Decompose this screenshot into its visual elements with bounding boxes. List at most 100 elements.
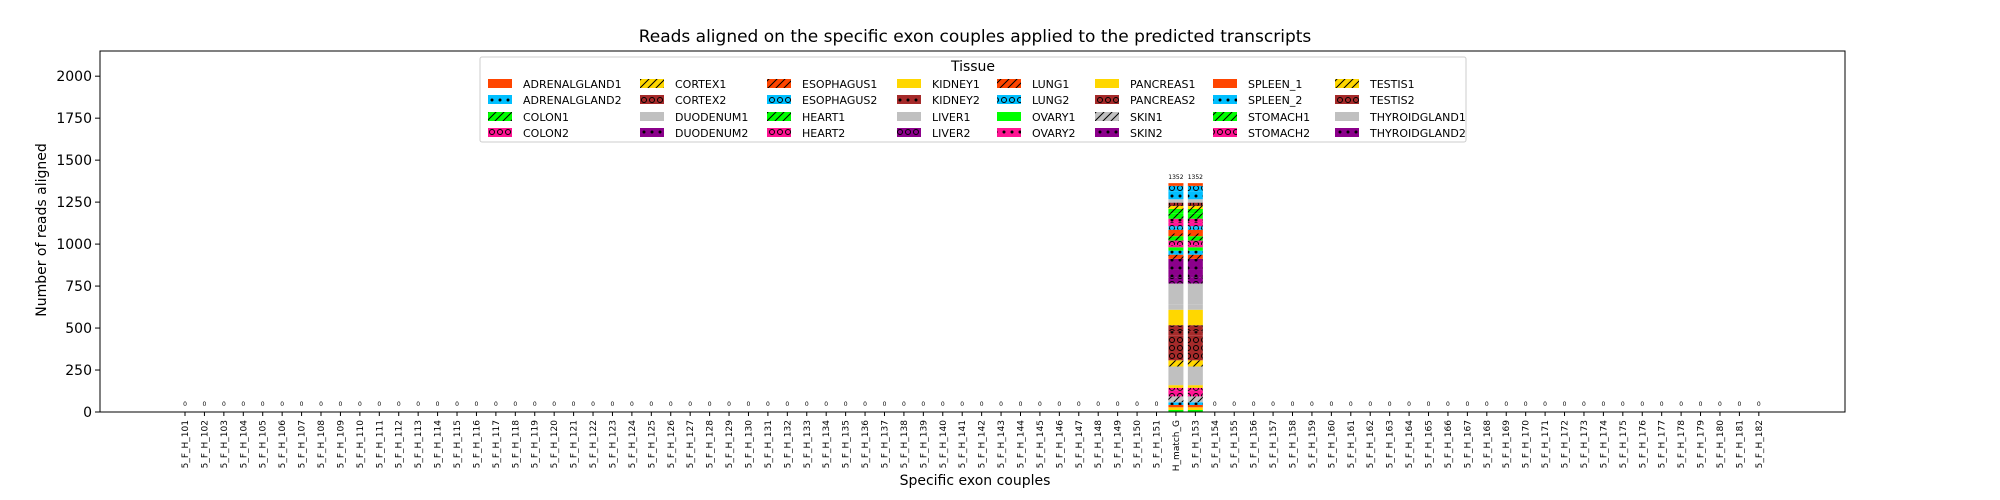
bar-segment [1187, 213, 1203, 219]
bar-value-label: 0 [494, 401, 498, 408]
bar-value-label: 0 [1388, 401, 1392, 408]
bar-segment [1168, 396, 1184, 403]
bar-value-label: 0 [1699, 401, 1703, 408]
bar-value-label: 0 [1563, 401, 1567, 408]
x-tick-label: 5_F_H_157 [1269, 420, 1279, 468]
bar-segment [1168, 213, 1184, 219]
bar-value-label: 0 [902, 401, 906, 408]
chart-title: Reads aligned on the specific exon coupl… [639, 27, 1312, 47]
x-tick-label: 5_F_H_124 [628, 420, 638, 469]
x-tick-label: 5_F_H_133 [803, 420, 813, 468]
legend-label: OVARY2 [1032, 127, 1075, 140]
x-tick-label: 5_F_H_121 [570, 420, 580, 468]
x-tick-label: 5_F_H_110 [356, 420, 366, 469]
bar-segment [1168, 269, 1184, 275]
x-tick-label: 5_F_H_145 [1036, 420, 1046, 468]
legend-swatch [1095, 95, 1119, 104]
bar-value-label: 0 [1077, 401, 1081, 408]
legend-swatch [897, 79, 921, 88]
bar-value-label: 0 [611, 401, 615, 408]
bar-value-label: 0 [572, 401, 576, 408]
legend-label: STOMACH2 [1248, 127, 1310, 140]
x-tick-label: 5_F_H_174 [1599, 420, 1609, 469]
x-tick-label: 5_F_H_164 [1405, 420, 1415, 469]
bar-segment [1168, 277, 1184, 284]
bar-segment [1187, 407, 1203, 410]
bar-segment [1187, 250, 1203, 255]
bar-segment [1168, 202, 1184, 206]
legend-label: TESTIS1 [1369, 78, 1415, 91]
x-tick-label: 5_F_H_150 [1133, 420, 1143, 469]
bar-segment [1168, 409, 1184, 412]
bar-segment [1168, 283, 1184, 305]
bar-value-label: 0 [552, 401, 556, 408]
x-tick-label: 5_F_H_140 [939, 420, 949, 469]
bar-segment [1168, 274, 1184, 278]
legend-label: DUODENUM1 [675, 111, 748, 124]
bar-value-label: 0 [766, 401, 770, 408]
legend-label: LIVER2 [932, 127, 971, 140]
bar-value-label: 0 [824, 401, 828, 408]
x-tick-label: 5_F_H_143 [997, 420, 1007, 468]
x-tick-label: 5_F_H_130 [744, 420, 754, 469]
x-tick-label: 5_F_H_167 [1463, 420, 1473, 468]
bar-segment [1168, 309, 1184, 326]
bar-segment [1168, 360, 1184, 367]
x-tick-label: 5_F_H_139 [919, 420, 929, 469]
legend-label: SKIN1 [1130, 111, 1163, 124]
bar-segment [1187, 396, 1203, 403]
bar-value-label: 0 [1232, 401, 1236, 408]
legend-swatch [1335, 112, 1359, 121]
x-tick-label: 5_F_H_131 [764, 420, 774, 468]
bar-segment [1187, 229, 1203, 234]
bar-segment [1187, 283, 1203, 305]
x-tick-label: 5_F_H_108 [317, 420, 327, 469]
x-tick-label: 5_F_H_165 [1425, 420, 1435, 468]
x-tick-label: 5_F_H_159 [1308, 420, 1318, 469]
x-tick-label: 5_F_H_177 [1658, 420, 1668, 468]
bar-value-label: 0 [416, 401, 420, 408]
x-tick-label: 5_F_H_147 [1075, 420, 1085, 468]
x-tick-label: 5_F_H_135 [842, 420, 852, 468]
bar-segment [1168, 183, 1184, 186]
legend-swatch [1095, 79, 1119, 88]
x-tick-label: 5_F_H_144 [1016, 420, 1026, 469]
x-tick-label: 5_F_H_118 [511, 420, 521, 469]
x-tick-label: 5_F_H_171 [1541, 420, 1551, 468]
bar-segment [1168, 407, 1184, 410]
bar-value-label: 0 [280, 401, 284, 408]
x-tick-label: 5_F_H_103 [220, 420, 230, 468]
legend-swatch [767, 79, 791, 88]
legend-swatch [997, 112, 1021, 121]
x-tick-label: 5_F_H_105 [259, 420, 269, 468]
legend-swatch [488, 112, 512, 121]
bar-segment [1187, 360, 1203, 367]
legend-swatch [488, 95, 512, 104]
bar-value-label: 0 [241, 401, 245, 408]
legend-swatch [640, 128, 664, 137]
bar-value-label: 0 [1543, 401, 1547, 408]
x-tick-label: 5_F_H_169 [1502, 420, 1512, 469]
y-tick-label: 750 [65, 279, 92, 295]
x-tick-label: 5_F_H_141 [958, 420, 968, 468]
y-tick-label: 250 [65, 363, 92, 379]
x-tick-label: 5_F_H_162 [1366, 420, 1376, 468]
bar-value-label: 0 [1349, 401, 1353, 408]
bar-value-label: 0 [785, 401, 789, 408]
legend-label: STOMACH1 [1248, 111, 1310, 124]
bar-segment [1187, 236, 1203, 241]
legend-label: ADRENALGLAND2 [523, 94, 622, 107]
x-tick-label: 5_F_H_101 [181, 420, 191, 468]
x-tick-label: 5_F_H_111 [375, 420, 385, 468]
bar-segment [1187, 390, 1203, 397]
bar-value-label: 0 [377, 401, 381, 408]
bar-value-label: 0 [1427, 401, 1431, 408]
plot-frame [99, 50, 1846, 413]
x-tick-label: 5_F_H_173 [1580, 420, 1590, 468]
bar-value-label: 0 [844, 401, 848, 408]
legend-label: KIDNEY2 [932, 94, 980, 107]
x-tick-label: 5_F_H_123 [608, 420, 618, 468]
bar-value-label: 0 [455, 401, 459, 408]
bar-value-label: 0 [591, 401, 595, 408]
